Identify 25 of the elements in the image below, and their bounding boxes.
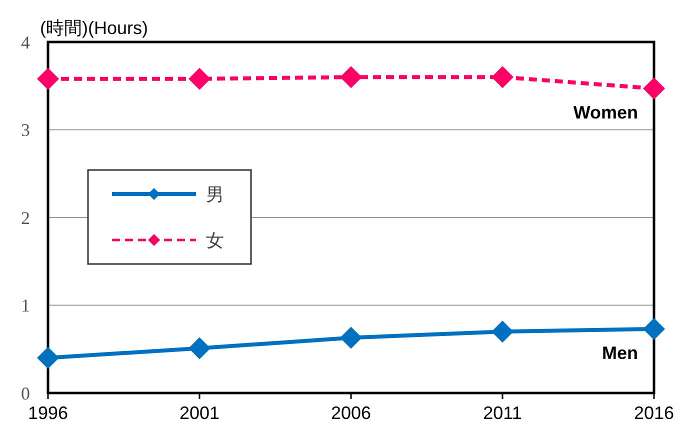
point [340, 66, 362, 88]
point [188, 337, 210, 360]
point [37, 346, 59, 369]
annotation: Men [602, 342, 638, 363]
annotation: Women [573, 102, 638, 123]
point [643, 78, 665, 100]
y-axis-title: (時間)(Hours) [40, 18, 148, 38]
y-tick-label: 0 [21, 383, 30, 404]
point [37, 68, 59, 90]
x-tick-label: 1996 [28, 403, 68, 423]
x-tick-label: 2011 [483, 403, 522, 423]
y-tick-label: 1 [21, 296, 30, 316]
point [643, 318, 665, 340]
x-tick-label: 2016 [634, 403, 674, 423]
point [492, 320, 514, 343]
point [340, 326, 362, 349]
point [492, 66, 514, 88]
y-tick-label: 4 [21, 32, 30, 52]
point [188, 68, 210, 90]
legend-label: 女 [206, 230, 224, 252]
y-tick-label: 2 [21, 208, 30, 228]
x-tick-label: 2001 [179, 403, 220, 423]
legend-label: 男 [206, 184, 224, 206]
x-tick-label: 2006 [330, 403, 372, 423]
y-tick-label: 3 [21, 120, 30, 140]
